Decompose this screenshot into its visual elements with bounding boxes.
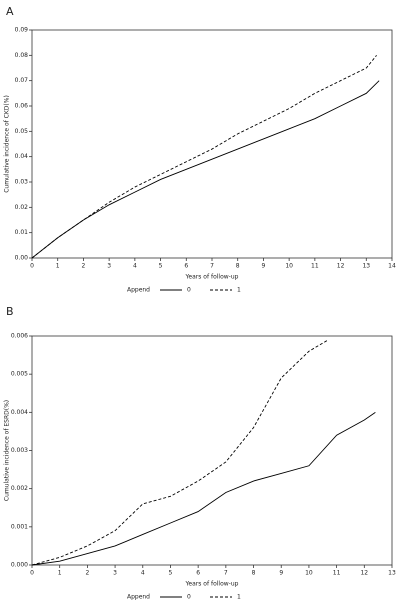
y-tick-label: 0.006: [11, 333, 28, 340]
y-axis-label: Cumulative incidence of ESRD(%): [4, 400, 11, 501]
x-tick-label: 6: [196, 570, 200, 577]
x-tick-label: 11: [311, 263, 319, 270]
x-axis-label: Years of follow-up: [185, 274, 239, 281]
y-tick-label: 0.01: [15, 229, 29, 236]
series-line: [31, 339, 329, 566]
y-tick-label: 0.02: [15, 204, 29, 211]
x-tick-label: 13: [362, 263, 370, 270]
series-line: [31, 55, 377, 259]
x-tick-label: 11: [333, 570, 341, 577]
legend-title: Append: [127, 287, 150, 294]
x-tick-label: 10: [285, 263, 293, 270]
series-line: [31, 411, 376, 566]
x-tick-label: 2: [85, 570, 89, 577]
legend-label: 1: [237, 287, 241, 294]
y-axis-label: Cumulative incidence of CKD(%): [4, 95, 11, 193]
y-tick-label: 0.00: [15, 255, 29, 262]
x-tick-label: 0: [30, 570, 34, 577]
y-tick-label: 0.000: [11, 562, 28, 569]
y-tick-label: 0.003: [11, 447, 28, 454]
x-tick-label: 5: [159, 263, 163, 270]
x-tick-label: 5: [169, 570, 173, 577]
panel-label: B: [6, 305, 14, 318]
x-tick-label: 12: [337, 263, 345, 270]
x-tick-label: 1: [58, 570, 62, 577]
x-tick-label: 4: [141, 570, 145, 577]
x-tick-label: 9: [262, 263, 266, 270]
panel-label: A: [6, 5, 14, 18]
legend-label: 1: [237, 594, 241, 600]
plot-frame: [31, 335, 393, 566]
y-tick-label: 0.04: [15, 153, 29, 160]
legend-label: 0: [187, 287, 191, 294]
x-tick-label: 6: [184, 263, 188, 270]
y-tick-label: 0.005: [11, 371, 28, 378]
legend-label: 0: [187, 594, 191, 600]
x-tick-label: 3: [113, 570, 117, 577]
legend-title: Append: [127, 594, 150, 600]
y-tick-label: 0.06: [15, 103, 29, 110]
y-tick-label: 0.001: [11, 523, 28, 530]
series-line: [31, 80, 380, 259]
y-tick-label: 0.004: [11, 409, 28, 416]
x-tick-label: 4: [133, 263, 137, 270]
x-tick-label: 8: [252, 570, 256, 577]
y-tick-label: 0.09: [15, 27, 29, 34]
x-tick-label: 2: [82, 263, 86, 270]
x-tick-label: 9: [279, 570, 283, 577]
y-tick-label: 0.03: [15, 179, 29, 186]
x-tick-label: 12: [360, 570, 368, 577]
y-tick-label: 0.07: [15, 77, 29, 84]
x-tick-label: 14: [388, 263, 396, 270]
x-tick-label: 8: [236, 263, 240, 270]
x-tick-label: 10: [305, 570, 313, 577]
x-tick-label: 1: [56, 263, 60, 270]
x-tick-label: 13: [388, 570, 396, 577]
x-tick-label: 3: [107, 263, 111, 270]
x-tick-label: 0: [30, 263, 34, 270]
x-axis-label: Years of follow-up: [185, 581, 239, 588]
y-tick-label: 0.05: [15, 128, 29, 135]
x-tick-label: 7: [224, 570, 228, 577]
plot-frame: [31, 29, 393, 259]
y-tick-label: 0.08: [15, 52, 29, 59]
x-tick-label: 7: [210, 263, 214, 270]
y-tick-label: 0.002: [11, 485, 28, 492]
